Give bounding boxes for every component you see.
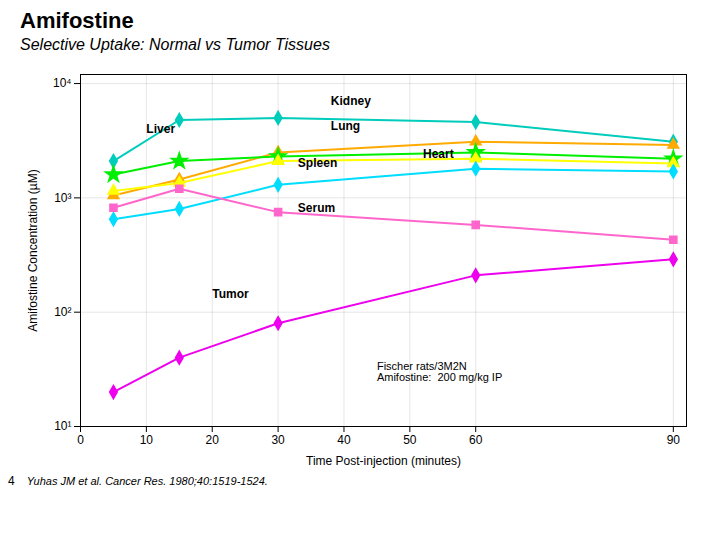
svg-text:Lung: Lung xyxy=(331,119,360,133)
svg-text:10: 10 xyxy=(140,433,154,447)
svg-text:Spleen: Spleen xyxy=(298,156,337,170)
html-text:Yuhas JM et al. Cancer Res. 19: Yuhas JM et al. Cancer Res. 1980;40:1519… xyxy=(26,475,268,487)
svg-text:40: 40 xyxy=(337,433,351,447)
svg-text:0: 0 xyxy=(77,433,84,447)
svg-text:Amifostine Concentration (µM): Amifostine Concentration (µM) xyxy=(26,169,40,331)
svg-text:Heart: Heart xyxy=(423,147,454,161)
svg-text:20: 20 xyxy=(206,433,220,447)
svg-text:Kidney: Kidney xyxy=(331,94,371,108)
svg-text:Tumor: Tumor xyxy=(212,287,249,301)
svg-text:90: 90 xyxy=(667,433,681,447)
html-text:Selective Uptake: Normal vs Tu: Selective Uptake: Normal vs Tumor Tissue… xyxy=(20,36,330,53)
html-text:4: 4 xyxy=(8,474,15,488)
svg-text:10¹: 10¹ xyxy=(54,419,71,433)
svg-text:10²: 10² xyxy=(54,305,71,319)
html-text:Amifostine: Amifostine xyxy=(20,8,134,33)
svg-text:10⁴: 10⁴ xyxy=(53,76,72,90)
svg-text:10³: 10³ xyxy=(54,191,71,205)
svg-text:Fischer rats/3M2NAmifostine:: Fischer rats/3M2NAmifostine: 200 mg/kg I… xyxy=(377,360,502,383)
svg-text:60: 60 xyxy=(469,433,483,447)
svg-text:30: 30 xyxy=(271,433,285,447)
svg-text:50: 50 xyxy=(403,433,417,447)
svg-text:Liver: Liver xyxy=(146,122,175,136)
svg-text:Serum: Serum xyxy=(298,201,335,215)
svg-text:Time Post-injection (minutes): Time Post-injection (minutes) xyxy=(306,454,461,468)
